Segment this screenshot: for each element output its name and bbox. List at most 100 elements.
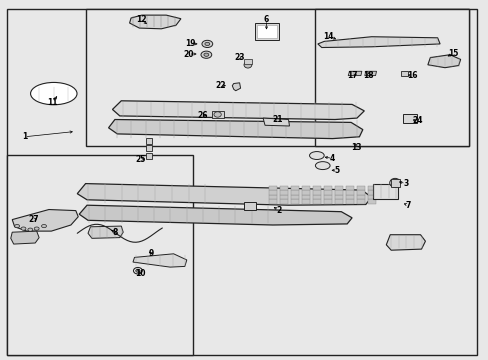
Bar <box>334 190 342 195</box>
Text: 14: 14 <box>323 32 333 41</box>
Bar <box>345 195 353 199</box>
Bar <box>356 190 364 195</box>
Text: 5: 5 <box>334 166 339 175</box>
Bar <box>323 199 331 204</box>
Bar <box>345 186 353 190</box>
Polygon shape <box>317 37 439 48</box>
Ellipse shape <box>28 228 33 231</box>
Bar <box>323 186 331 190</box>
Bar <box>334 186 342 190</box>
Bar <box>268 195 276 199</box>
Bar <box>356 195 364 199</box>
Text: 3: 3 <box>403 179 407 188</box>
Bar <box>367 199 375 204</box>
Bar <box>279 195 287 199</box>
Bar <box>315 9 468 146</box>
Bar <box>243 59 252 64</box>
Bar <box>323 195 331 199</box>
Ellipse shape <box>34 227 39 230</box>
Polygon shape <box>133 254 186 267</box>
Bar <box>312 199 320 204</box>
Bar <box>211 111 224 118</box>
Bar <box>390 179 399 187</box>
Text: 18: 18 <box>362 71 373 80</box>
Bar <box>400 71 407 76</box>
Bar <box>312 195 320 199</box>
Text: 27: 27 <box>28 215 39 224</box>
Bar <box>372 184 397 199</box>
Bar <box>7 155 193 355</box>
Bar <box>356 186 364 190</box>
Ellipse shape <box>203 53 208 57</box>
Bar <box>301 190 309 195</box>
Text: 21: 21 <box>271 115 282 124</box>
Bar <box>323 190 331 195</box>
Bar <box>334 199 342 204</box>
Bar <box>268 190 276 195</box>
Bar <box>290 199 298 204</box>
Text: 15: 15 <box>447 49 458 58</box>
Text: 26: 26 <box>197 111 208 120</box>
Bar <box>145 138 151 144</box>
Text: 6: 6 <box>264 15 268 24</box>
Bar <box>356 199 364 204</box>
Bar <box>290 190 298 195</box>
Bar <box>290 186 298 190</box>
Bar <box>367 186 375 190</box>
Text: 7: 7 <box>405 201 410 210</box>
Text: 1: 1 <box>22 132 27 141</box>
Polygon shape <box>364 71 376 76</box>
Ellipse shape <box>204 42 209 46</box>
Ellipse shape <box>201 51 211 58</box>
Bar <box>301 199 309 204</box>
Ellipse shape <box>21 227 26 230</box>
Polygon shape <box>88 226 123 238</box>
Bar <box>301 195 309 199</box>
Bar <box>145 153 151 159</box>
Bar <box>345 190 353 195</box>
Polygon shape <box>347 71 361 76</box>
Bar <box>268 199 276 204</box>
Bar <box>256 25 277 38</box>
Text: 2: 2 <box>276 206 281 215</box>
Polygon shape <box>79 205 351 225</box>
Bar <box>254 23 279 40</box>
Ellipse shape <box>30 82 77 105</box>
Bar <box>367 195 375 199</box>
Polygon shape <box>11 231 39 244</box>
Polygon shape <box>232 83 240 91</box>
Ellipse shape <box>309 152 324 159</box>
Text: 8: 8 <box>112 228 117 237</box>
Text: 20: 20 <box>183 50 193 59</box>
Bar <box>312 186 320 190</box>
Text: 12: 12 <box>136 15 147 24</box>
Polygon shape <box>112 101 364 120</box>
Bar <box>345 199 353 204</box>
Bar <box>243 202 255 210</box>
Text: 24: 24 <box>412 116 423 125</box>
Bar <box>367 190 375 195</box>
Bar <box>85 9 468 146</box>
Polygon shape <box>386 235 425 250</box>
Bar <box>290 195 298 199</box>
Text: 13: 13 <box>350 143 361 152</box>
Ellipse shape <box>389 179 400 188</box>
Polygon shape <box>12 210 78 231</box>
Text: 9: 9 <box>149 249 154 258</box>
Text: 23: 23 <box>234 53 244 62</box>
Ellipse shape <box>244 62 251 68</box>
Ellipse shape <box>202 40 212 48</box>
Polygon shape <box>77 184 371 205</box>
Ellipse shape <box>15 225 20 228</box>
Polygon shape <box>129 15 181 29</box>
Bar <box>334 195 342 199</box>
Bar <box>279 190 287 195</box>
Ellipse shape <box>135 269 140 273</box>
Polygon shape <box>263 118 289 126</box>
Bar <box>279 186 287 190</box>
Text: 4: 4 <box>329 154 334 163</box>
Text: 25: 25 <box>135 155 146 163</box>
Polygon shape <box>108 120 362 139</box>
Text: 16: 16 <box>406 71 417 80</box>
Bar <box>268 186 276 190</box>
